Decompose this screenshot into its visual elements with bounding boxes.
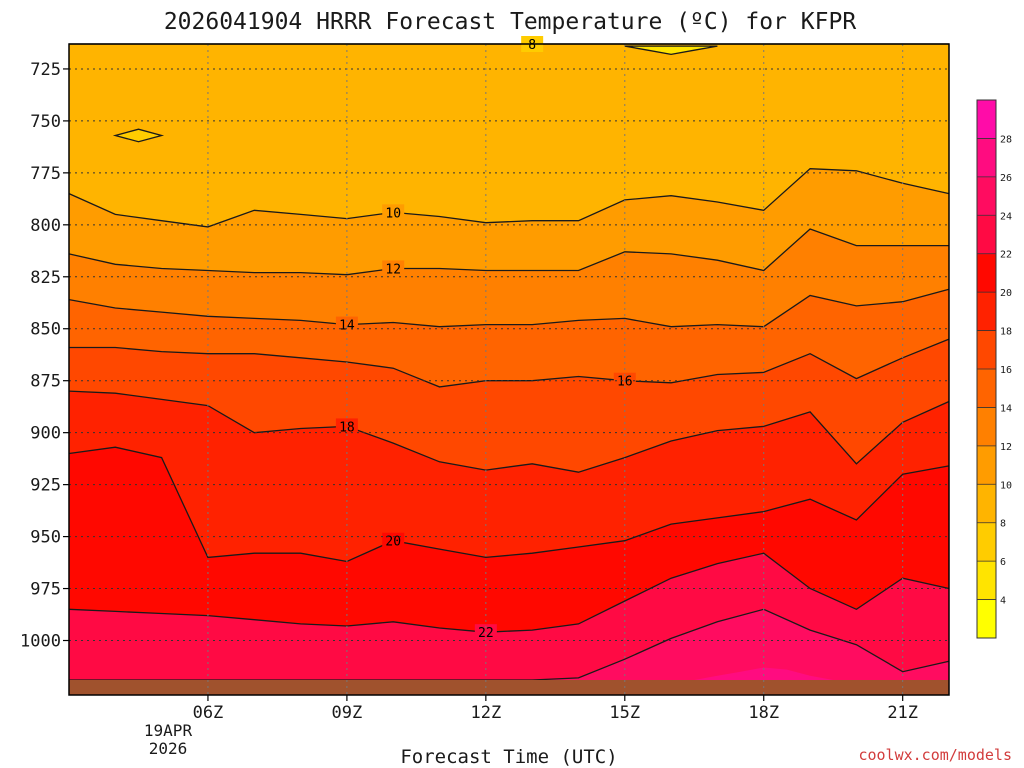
isotherm-18: [68, 390, 950, 473]
colorbar-swatch-16: [977, 330, 996, 370]
colorbar-swatch-22: [977, 215, 996, 255]
colorbar-label-6: 6: [1000, 557, 1006, 568]
colorbar-swatch-10: [977, 445, 996, 485]
colorbar-swatch-14: [977, 369, 996, 408]
x-axis-title: Forecast Time (UTC): [400, 746, 617, 768]
isotherm-label-12: 12: [385, 262, 401, 277]
y-axis: 725 750 775 800 825 850 875 900 925 950 975 1000: [20, 60, 69, 652]
colorbar-swatch-8: [977, 484, 996, 524]
chart-title: 2026041904 HRRR Forecast Temperature (ºC…: [164, 9, 857, 35]
colorbar-label-14: 14: [1000, 403, 1012, 414]
y-tick-label-825: 825: [30, 268, 61, 288]
isotherm-14: [68, 288, 950, 328]
y-tick-label-975: 975: [30, 580, 61, 600]
isotherm-22: [68, 552, 950, 633]
colorbar-label-28: 28: [1000, 134, 1012, 145]
colorbar-swatch-2: [977, 599, 996, 639]
colorbar-label-22: 22: [1000, 250, 1012, 261]
x-tick-label-06Z: 06Z: [193, 703, 224, 723]
band-4-6: [624, 45, 718, 56]
colorbar-swatch-4: [977, 561, 996, 601]
isotherm-label-bg-12: [382, 260, 405, 277]
colorbar-label-24: 24: [1000, 211, 1012, 222]
colorbar-label-10: 10: [1000, 480, 1012, 491]
date-label-year: 2026: [149, 739, 188, 758]
x-axis: 06Z 09Z 12Z 15Z 18Z 21Z: [193, 695, 918, 723]
y-tick-label-725: 725: [30, 60, 61, 80]
y-tick-label-950: 950: [30, 528, 61, 548]
x-tick-label-15Z: 15Z: [609, 703, 640, 723]
band-14-16: [69, 289, 949, 387]
isotherm-label-18: 18: [339, 420, 355, 435]
isotherm-label-20: 20: [385, 535, 401, 550]
colorbar-swatch-26: [977, 138, 996, 178]
band-8-10: [69, 44, 949, 227]
x-tick-label-18Z: 18Z: [748, 703, 779, 723]
y-tick-label-875: 875: [30, 372, 61, 392]
colorbar-label-26: 26: [1000, 173, 1012, 184]
x-tick-label-09Z: 09Z: [332, 703, 363, 723]
y-tick-label-850: 850: [30, 320, 61, 340]
band-12-14: [69, 229, 949, 327]
band-20-22: [69, 447, 949, 633]
isotherm-10: [68, 168, 950, 228]
colorbar-label-16: 16: [1000, 365, 1012, 376]
isotherm-label-bg-10: [382, 204, 405, 221]
colorbar-label-12: 12: [1000, 442, 1012, 453]
isotherm-8-island: [112, 128, 165, 143]
isotherm-label-16: 16: [617, 375, 633, 390]
isotherm-label-8: 8: [528, 38, 536, 53]
colorbar-swatch-12: [977, 407, 996, 447]
isotherm-label-10: 10: [385, 206, 401, 221]
colorbar-label-18: 18: [1000, 327, 1012, 338]
colorbar-label-20: 20: [1000, 288, 1012, 299]
colorbar-label-8: 8: [1000, 519, 1006, 530]
colorbar-swatch-24: [977, 176, 996, 216]
isotherm-12: [68, 228, 949, 276]
colorbar-swatch-18: [977, 292, 996, 332]
credit-text: coolwx.com/models: [858, 746, 1012, 764]
y-tick-label-900: 900: [30, 424, 61, 444]
y-tick-label-925: 925: [30, 476, 61, 496]
band-24-26: [69, 609, 949, 680]
surface-ground: [69, 680, 949, 695]
colorbar-swatch-28: [977, 100, 996, 139]
band-26-28: [694, 667, 834, 680]
colorbar-swatch-6: [977, 522, 996, 562]
y-tick-label-1000: 1000: [20, 632, 61, 652]
band-18-20: [69, 391, 949, 562]
colorbar-label-4: 4: [1000, 596, 1006, 607]
isotherm-20: [68, 446, 950, 563]
y-tick-label-775: 775: [30, 164, 61, 184]
isotherm-label-bg-18: [335, 418, 358, 435]
colorbar-swatch-20: [977, 253, 996, 293]
x-tick-label-12Z: 12Z: [470, 703, 501, 723]
y-tick-label-800: 800: [30, 216, 61, 236]
plot-frame: [68, 43, 950, 696]
x-tick-label-21Z: 21Z: [887, 703, 918, 723]
date-label-day: 19APR: [144, 721, 193, 740]
band-22-24: [69, 553, 949, 680]
band-16-18: [69, 339, 949, 473]
isotherm-16: [69, 338, 950, 388]
y-tick-label-750: 750: [30, 112, 61, 132]
colorbar: 4 6 8 10 12 14 16 18 20 22 24 26 28: [976, 99, 1012, 639]
